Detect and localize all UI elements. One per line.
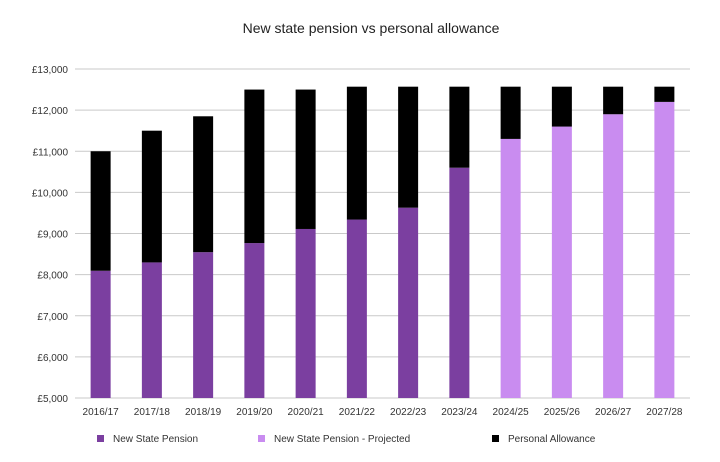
- legend-item: Personal Allowance: [492, 434, 596, 445]
- legend-label: Personal Allowance: [508, 434, 596, 445]
- bar-new-state-pension: [193, 252, 214, 398]
- bar-personal-allowance: [654, 86, 675, 102]
- y-axis-ticks: £5,000 £6,000 £7,000 £8,000 £9,000 £10,000 £11…: [32, 65, 69, 405]
- bar-personal-allowance: [449, 86, 470, 168]
- x-tick-label: 2020/21: [288, 407, 325, 418]
- y-tick-label: £5,000: [37, 394, 68, 405]
- legend-swatch: [492, 435, 499, 442]
- bar-new-state-pension: [90, 270, 111, 398]
- bar-new-state-pension-projected: [603, 114, 624, 399]
- bar-personal-allowance: [244, 89, 265, 244]
- bar-personal-allowance: [398, 86, 419, 208]
- legend-item: New State Pension - Projected: [258, 434, 410, 445]
- y-tick-label: £8,000: [37, 271, 68, 282]
- bar-personal-allowance: [603, 86, 624, 115]
- y-tick-label: £12,000: [32, 106, 69, 117]
- bar-new-state-pension-projected: [500, 138, 521, 398]
- bar-personal-allowance: [500, 86, 521, 139]
- y-tick-label: £7,000: [37, 312, 68, 323]
- x-axis-ticks: 2016/17 2017/18 2018/19 2019/20 2020/21 2021/…: [83, 407, 683, 418]
- x-tick-label: 2016/17: [83, 407, 120, 418]
- legend-swatch: [97, 435, 104, 442]
- legend: New State Pension New State Pension - Pro…: [97, 434, 596, 445]
- x-tick-label: 2021/22: [339, 407, 376, 418]
- legend-swatch: [258, 435, 265, 442]
- x-tick-label: 2019/20: [236, 407, 273, 418]
- bar-new-state-pension: [141, 262, 162, 398]
- bars: [90, 86, 675, 399]
- bar-new-state-pension: [244, 243, 265, 398]
- legend-label: New State Pension: [113, 434, 198, 445]
- bar-new-state-pension-projected: [551, 126, 572, 398]
- bar-personal-allowance: [295, 89, 316, 229]
- bar-personal-allowance: [90, 151, 111, 271]
- bar-new-state-pension-projected: [654, 101, 675, 399]
- bar-new-state-pension: [449, 167, 470, 398]
- x-tick-label: 2025/26: [544, 407, 581, 418]
- bar-new-state-pension: [346, 219, 367, 398]
- x-tick-label: 2017/18: [134, 407, 171, 418]
- bar-personal-allowance: [141, 130, 162, 263]
- x-tick-label: 2027/28: [646, 407, 683, 418]
- bar-new-state-pension: [295, 228, 316, 398]
- legend-label: New State Pension - Projected: [274, 434, 410, 445]
- y-tick-label: £9,000: [37, 230, 68, 241]
- y-tick-label: £11,000: [33, 147, 69, 158]
- gridlines: [75, 68, 690, 399]
- y-tick-label: £10,000: [32, 188, 69, 199]
- bar-new-state-pension: [398, 207, 419, 398]
- x-tick-label: 2024/25: [493, 407, 530, 418]
- x-tick-label: 2018/19: [185, 407, 222, 418]
- bar-personal-allowance: [193, 116, 214, 253]
- chart-title: New state pension vs personal allowance: [243, 20, 500, 36]
- y-tick-label: £13,000: [32, 65, 69, 76]
- y-tick-label: £6,000: [37, 353, 68, 364]
- bar-personal-allowance: [346, 86, 367, 220]
- x-tick-label: 2026/27: [595, 407, 632, 418]
- bar-personal-allowance: [551, 86, 572, 127]
- x-tick-label: 2023/24: [441, 407, 478, 418]
- x-tick-label: 2022/23: [390, 407, 427, 418]
- legend-item: New State Pension: [97, 434, 198, 445]
